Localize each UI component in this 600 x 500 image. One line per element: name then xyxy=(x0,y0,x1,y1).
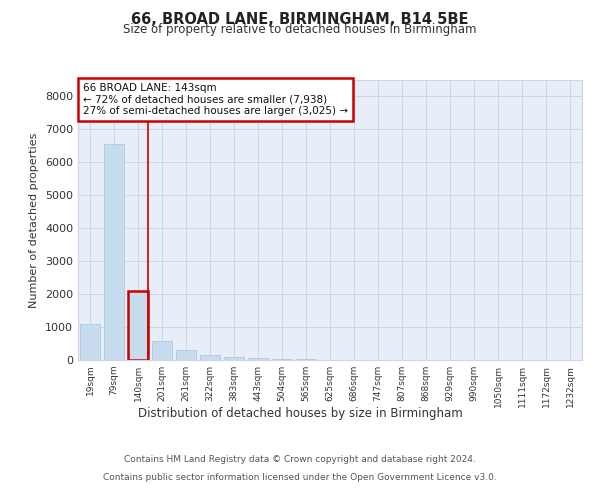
Bar xyxy=(200,354,220,360)
Text: 66 BROAD LANE: 143sqm
← 72% of detached houses are smaller (7,938)
27% of semi-d: 66 BROAD LANE: 143sqm ← 72% of detached … xyxy=(83,83,348,116)
Bar xyxy=(128,291,148,360)
Bar xyxy=(152,341,172,360)
Text: Size of property relative to detached houses in Birmingham: Size of property relative to detached ho… xyxy=(123,22,477,36)
Text: 66, BROAD LANE, BIRMINGHAM, B14 5BE: 66, BROAD LANE, BIRMINGHAM, B14 5BE xyxy=(131,12,469,28)
Bar xyxy=(104,144,124,360)
Bar xyxy=(272,359,292,360)
Text: Contains public sector information licensed under the Open Government Licence v3: Contains public sector information licen… xyxy=(103,472,497,482)
Bar xyxy=(176,350,196,360)
Bar xyxy=(224,356,244,360)
Y-axis label: Number of detached properties: Number of detached properties xyxy=(29,132,40,308)
Text: Distribution of detached houses by size in Birmingham: Distribution of detached houses by size … xyxy=(137,408,463,420)
Bar xyxy=(80,324,100,360)
Bar xyxy=(248,358,268,360)
Text: Contains HM Land Registry data © Crown copyright and database right 2024.: Contains HM Land Registry data © Crown c… xyxy=(124,455,476,464)
